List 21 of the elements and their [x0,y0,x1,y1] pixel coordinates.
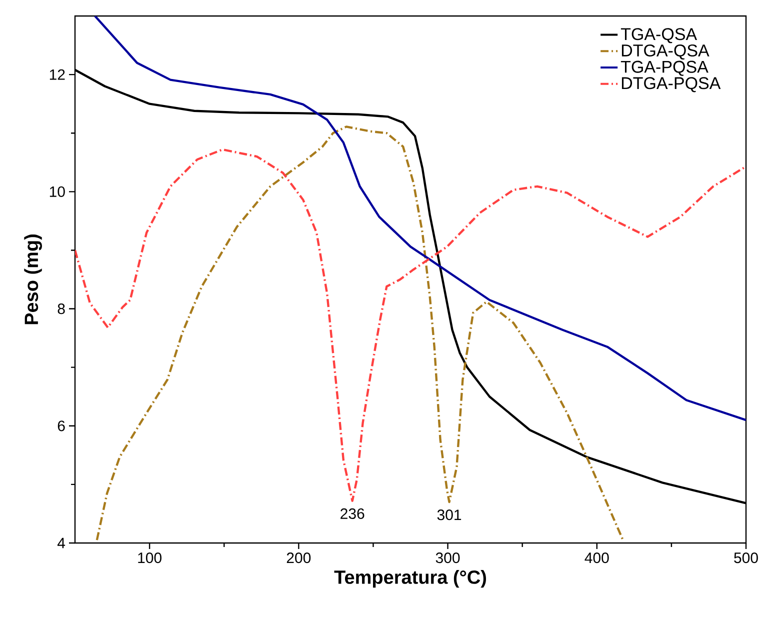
x-tick-label: 500 [734,552,758,564]
line-series [96,126,624,542]
y-tick-label: 4 [57,538,66,548]
x-tick-label: 200 [286,552,311,564]
y-tick-label: 12 [50,69,65,80]
y-axis-title: Peso (mg) [24,234,42,324]
y-tick-label: 8 [58,303,65,314]
annotation: 236 [340,508,364,519]
x-tick-label: 300 [436,552,460,564]
line-series [75,148,746,502]
annotation: 301 [437,510,462,520]
y-tick-label: 10 [50,186,65,197]
legend-label: TGA-QSA [620,28,698,44]
x-tick-label: 100 [138,552,162,564]
legend-label: TGA-PQSA [620,60,708,76]
legend-label: DTGA-PQSA [622,77,721,92]
legend-label: DTGA-QSA [622,44,710,60]
x-tick-label: 400 [584,552,609,564]
x-axis-title: Temperatura (°C) [334,570,486,588]
line-series [94,16,746,422]
y-tick-label: 6 [58,420,65,432]
